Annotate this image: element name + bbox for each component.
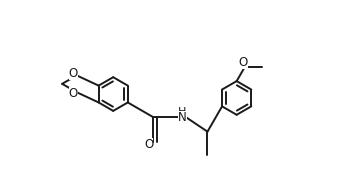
Text: N: N bbox=[178, 111, 186, 124]
Text: O: O bbox=[239, 56, 248, 69]
Text: O: O bbox=[144, 138, 153, 151]
Text: O: O bbox=[69, 87, 78, 100]
Text: H: H bbox=[178, 107, 186, 117]
Text: O: O bbox=[69, 67, 78, 80]
